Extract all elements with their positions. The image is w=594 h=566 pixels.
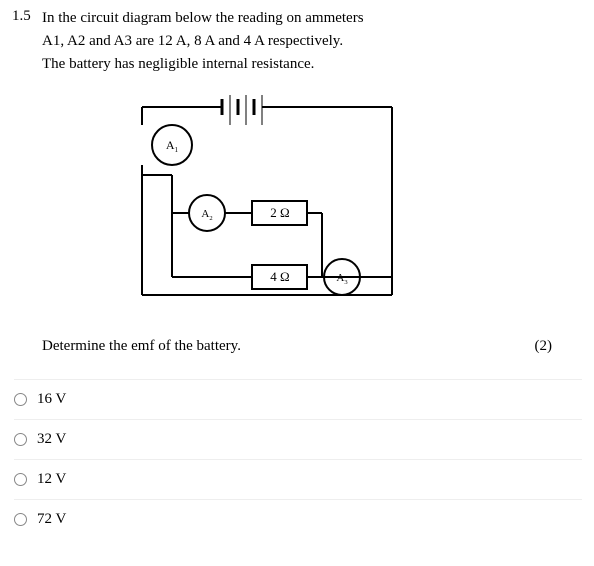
marks: (2) bbox=[535, 338, 553, 355]
question-text: In the circuit diagram below the reading… bbox=[42, 8, 582, 77]
radio-icon bbox=[14, 393, 27, 406]
option-label: 12 V bbox=[37, 471, 66, 488]
option-d[interactable]: 72 V bbox=[14, 499, 582, 539]
svg-text:2 Ω: 2 Ω bbox=[270, 205, 289, 220]
radio-icon bbox=[14, 473, 27, 486]
option-b[interactable]: 32 V bbox=[14, 419, 582, 459]
option-c[interactable]: 12 V bbox=[14, 459, 582, 499]
svg-text:4 Ω: 4 Ω bbox=[270, 269, 289, 284]
radio-icon bbox=[14, 433, 27, 446]
circuit-svg: A1A22 Ω4 ΩA3 bbox=[112, 95, 412, 315]
question-header: 1.5 In the circuit diagram below the rea… bbox=[12, 8, 582, 77]
option-label: 16 V bbox=[37, 391, 66, 408]
option-label: 72 V bbox=[37, 511, 66, 528]
prompt-row: Determine the emf of the battery. (2) bbox=[42, 338, 582, 355]
question-line: The battery has negligible internal resi… bbox=[42, 54, 582, 75]
question-line: A1, A2 and A3 are 12 A, 8 A and 4 A resp… bbox=[42, 31, 582, 52]
question-line: In the circuit diagram below the reading… bbox=[42, 8, 582, 29]
option-label: 32 V bbox=[37, 431, 66, 448]
option-a[interactable]: 16 V bbox=[14, 379, 582, 419]
circuit-diagram: A1A22 Ω4 ΩA3 bbox=[112, 95, 582, 320]
question-number: 1.5 bbox=[12, 8, 42, 77]
options-list: 16 V 32 V 12 V 72 V bbox=[14, 379, 582, 539]
prompt-text: Determine the emf of the battery. bbox=[42, 338, 535, 355]
radio-icon bbox=[14, 513, 27, 526]
